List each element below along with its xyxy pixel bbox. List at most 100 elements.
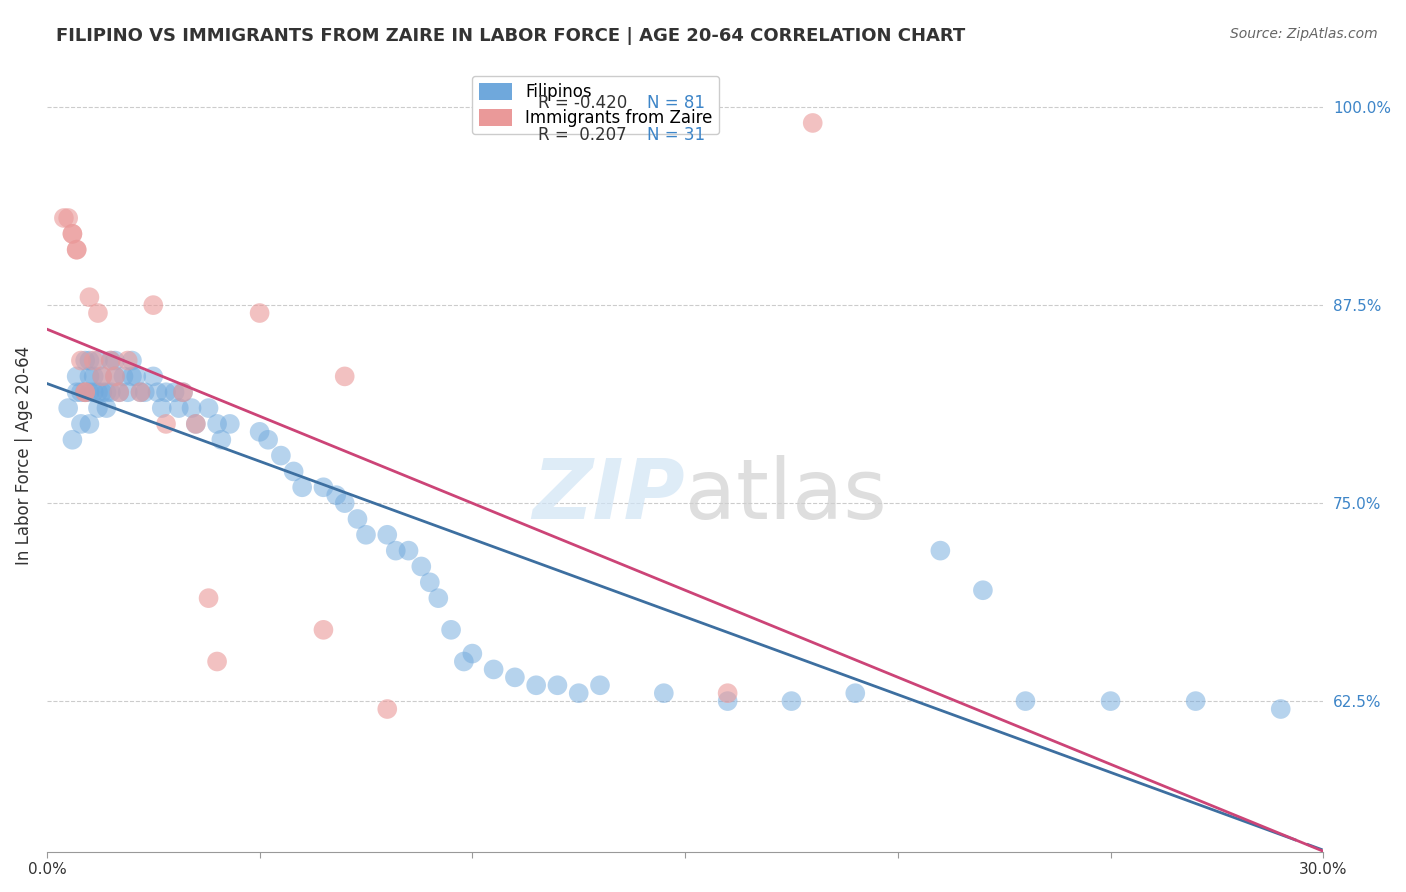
Point	[56, 211, 79, 225]
Point	[75, 353, 97, 368]
Point	[87, 306, 110, 320]
Point	[155, 417, 177, 431]
Point	[134, 385, 156, 400]
Point	[972, 583, 994, 598]
Point	[117, 353, 139, 368]
Point	[197, 591, 219, 606]
Point	[79, 290, 101, 304]
Point	[197, 401, 219, 415]
Point	[218, 417, 240, 431]
Point	[717, 686, 740, 700]
Point	[482, 662, 505, 676]
Text: N = 31: N = 31	[647, 126, 704, 144]
Text: ZIP: ZIP	[533, 455, 685, 536]
Point	[780, 694, 803, 708]
Point	[427, 591, 450, 606]
Point	[100, 353, 122, 368]
Point	[62, 227, 84, 241]
Point	[398, 543, 420, 558]
Point	[375, 702, 398, 716]
Point	[1184, 694, 1206, 708]
Point	[104, 353, 127, 368]
Text: N = 81: N = 81	[647, 95, 704, 112]
Point	[717, 694, 740, 708]
Point	[844, 686, 866, 700]
Point	[125, 369, 148, 384]
Point	[121, 353, 143, 368]
Point	[155, 385, 177, 400]
Point	[83, 369, 105, 384]
Point	[1099, 694, 1122, 708]
Point	[172, 385, 194, 400]
Point	[96, 385, 118, 400]
Point	[66, 385, 89, 400]
Point	[70, 385, 93, 400]
Point	[66, 369, 89, 384]
Point	[87, 385, 110, 400]
Point	[56, 401, 79, 415]
Point	[652, 686, 675, 700]
Point	[163, 385, 186, 400]
Point	[325, 488, 347, 502]
Point	[75, 385, 97, 400]
Point	[546, 678, 568, 692]
Point	[1270, 702, 1292, 716]
Point	[75, 385, 97, 400]
Point	[461, 647, 484, 661]
Point	[419, 575, 441, 590]
Point	[180, 401, 202, 415]
Point	[283, 465, 305, 479]
Point	[146, 385, 169, 400]
Point	[83, 385, 105, 400]
Text: FILIPINO VS IMMIGRANTS FROM ZAIRE IN LABOR FORCE | AGE 20-64 CORRELATION CHART: FILIPINO VS IMMIGRANTS FROM ZAIRE IN LAB…	[56, 27, 966, 45]
Point	[184, 417, 207, 431]
Point	[104, 369, 127, 384]
Point	[333, 369, 356, 384]
Point	[354, 528, 377, 542]
Point	[346, 512, 368, 526]
Point	[291, 480, 314, 494]
Point	[312, 480, 335, 494]
Point	[249, 425, 271, 439]
Point	[75, 385, 97, 400]
Point	[184, 417, 207, 431]
Point	[62, 433, 84, 447]
Point	[172, 385, 194, 400]
Point	[249, 306, 271, 320]
Point	[150, 401, 173, 415]
Point	[142, 298, 165, 312]
Point	[100, 353, 122, 368]
Point	[453, 655, 475, 669]
Point	[129, 385, 152, 400]
Point	[70, 353, 93, 368]
Point	[83, 353, 105, 368]
Point	[167, 401, 190, 415]
Text: R =  0.207: R = 0.207	[538, 126, 627, 144]
Point	[62, 227, 84, 241]
Point	[205, 655, 228, 669]
Point	[1014, 694, 1036, 708]
Point	[104, 369, 127, 384]
Text: Source: ZipAtlas.com: Source: ZipAtlas.com	[1230, 27, 1378, 41]
Point	[117, 385, 139, 400]
Point	[524, 678, 547, 692]
Point	[91, 385, 114, 400]
Point	[503, 670, 526, 684]
Point	[411, 559, 433, 574]
Point	[384, 543, 406, 558]
Point	[91, 369, 114, 384]
Point	[209, 433, 232, 447]
Point	[91, 369, 114, 384]
Point	[100, 385, 122, 400]
Point	[112, 369, 135, 384]
Point	[87, 353, 110, 368]
Point	[108, 385, 131, 400]
Point	[142, 369, 165, 384]
Point	[312, 623, 335, 637]
Point	[66, 243, 89, 257]
Point	[205, 417, 228, 431]
Point	[121, 369, 143, 384]
Point	[52, 211, 75, 225]
Point	[70, 417, 93, 431]
Text: R = -0.420: R = -0.420	[538, 95, 627, 112]
